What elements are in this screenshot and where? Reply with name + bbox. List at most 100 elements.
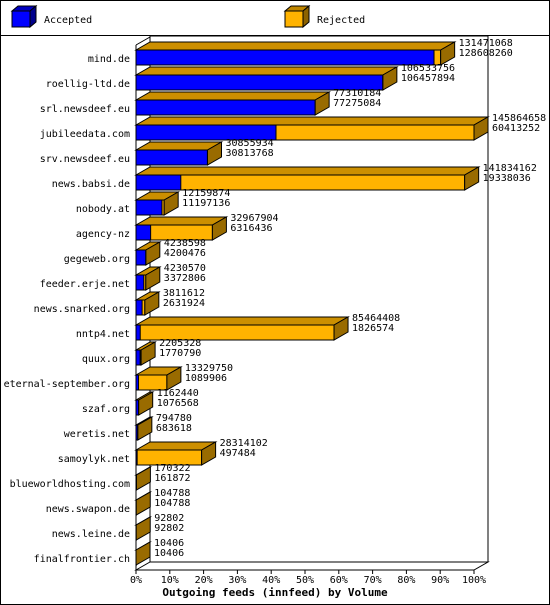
bar-accepted [134, 491, 153, 516]
bar-accepted-front [135, 124, 277, 141]
bar-accepted [135, 349, 141, 366]
y-axis-top [135, 36, 151, 46]
bar-accepted [135, 99, 316, 116]
bar-rejected-side [144, 291, 160, 316]
bar-accepted [135, 299, 143, 316]
bar-rejected-top [134, 166, 481, 176]
value-label-accepted: 683618 [156, 423, 192, 434]
value-label-offered: 30855934 [225, 138, 273, 149]
bar-accepted-front [135, 474, 137, 491]
bar-accepted [135, 324, 141, 341]
value-label-accepted: 1770790 [159, 348, 201, 359]
bar-accepted [135, 374, 140, 391]
bar-rejected-side [163, 191, 179, 216]
legend-item-rejected: Rejected [283, 4, 365, 29]
value-label-offered: 145864658 [492, 113, 546, 124]
value-label-offered: 106533756 [401, 63, 455, 74]
bar-rejected-top [134, 316, 350, 326]
bar-accepted-front [135, 224, 152, 241]
bar-rejected [134, 366, 183, 391]
bar-rejected-side [464, 166, 480, 191]
value-label-accepted: 497484 [220, 448, 256, 459]
bar-accepted-side [135, 516, 151, 541]
bar-rejected-top [134, 66, 399, 76]
value-label-offered: 2205328 [159, 338, 201, 349]
bar-accepted-front [135, 49, 435, 66]
bar-accepted-front [135, 274, 145, 291]
bar-rejected-side [166, 366, 182, 391]
category-label: gegeweb.org [64, 254, 130, 265]
value-label-offered: 13329750 [185, 363, 233, 374]
bar-accepted-front [135, 399, 139, 416]
x-tick-label: 40% [262, 575, 280, 586]
legend-item-accepted: Accepted [10, 4, 92, 29]
x-tick-label: 0% [130, 575, 142, 586]
x-tick-label: 10% [161, 575, 179, 586]
category-label: szaf.org [82, 404, 130, 415]
category-label: mind.de [88, 54, 130, 65]
category-label: news.leine.de [52, 529, 130, 540]
category-label: samoylyk.net [58, 454, 130, 465]
value-label-accepted: 3372806 [164, 273, 206, 284]
value-label-offered: 104788 [154, 488, 190, 499]
value-label-offered: 10406 [154, 538, 184, 549]
value-label-accepted: 60413252 [492, 123, 540, 134]
bar-accepted [135, 49, 435, 66]
value-label-accepted: 11197136 [182, 198, 230, 209]
value-label-accepted: 161872 [154, 473, 190, 484]
chart-title: Outgoing feeds (innfeed) by Volume [162, 586, 388, 599]
bar-accepted-front [135, 449, 138, 466]
legend-swatch-side [29, 4, 37, 29]
bar-accepted-front [135, 249, 147, 266]
value-label-accepted: 1089906 [185, 373, 227, 384]
category-label: srl.newsdeef.eu [40, 104, 130, 115]
value-label-offered: 32967904 [230, 213, 278, 224]
bar-accepted-front [135, 424, 139, 441]
value-label-offered: 1162440 [157, 388, 199, 399]
value-label-accepted: 1826574 [352, 323, 394, 334]
bar-accepted [135, 449, 138, 466]
category-label: nntp4.net [76, 329, 130, 340]
legend-label: Rejected [317, 15, 365, 26]
bar-rejected-top [134, 91, 332, 101]
bar-rejected [134, 166, 481, 191]
plot-floor [134, 561, 490, 571]
bar-accepted [135, 124, 277, 141]
category-label: finalfrontier.ch [34, 554, 130, 565]
bar-rejected [134, 316, 350, 341]
bar-accepted-front [135, 299, 143, 316]
legend: Accepted Rejected [10, 4, 365, 29]
value-label-offered: 4230570 [164, 263, 206, 274]
bar-rejected-side [145, 266, 161, 291]
category-label: feeder.erje.net [40, 279, 130, 290]
bar-accepted [135, 474, 137, 491]
value-label-offered: 131471068 [459, 38, 513, 49]
x-tick-label: 20% [195, 575, 213, 586]
value-label-offered: 170322 [154, 463, 190, 474]
bar-accepted [135, 224, 152, 241]
legend-label: Accepted [44, 15, 92, 26]
value-label-accepted: 77275084 [333, 98, 381, 109]
bar-accepted [134, 516, 153, 541]
category-label: agency-nz [76, 229, 130, 240]
bar-rejected-side [473, 116, 489, 141]
bar-accepted [135, 199, 163, 216]
category-label: blueworldhosting.com [10, 479, 130, 490]
value-label-accepted: 1076568 [157, 398, 199, 409]
bar-accepted [135, 249, 147, 266]
category-label: quux.org [82, 354, 130, 365]
bar-accepted [135, 74, 384, 91]
value-label-offered: 92802 [154, 513, 184, 524]
legend-swatch [11, 10, 31, 28]
value-label-offered: 794780 [156, 413, 192, 424]
bar-rejected-side [140, 341, 156, 366]
bar-accepted-front [135, 174, 182, 191]
category-label: nobody.at [76, 204, 130, 215]
category-label: srv.newsdeef.eu [40, 154, 130, 165]
value-label-offered: 3811612 [163, 288, 205, 299]
value-label-accepted: 2631924 [163, 298, 205, 309]
bar-accepted [135, 274, 145, 291]
x-tick-label: 30% [228, 575, 246, 586]
bar-accepted [135, 424, 139, 441]
